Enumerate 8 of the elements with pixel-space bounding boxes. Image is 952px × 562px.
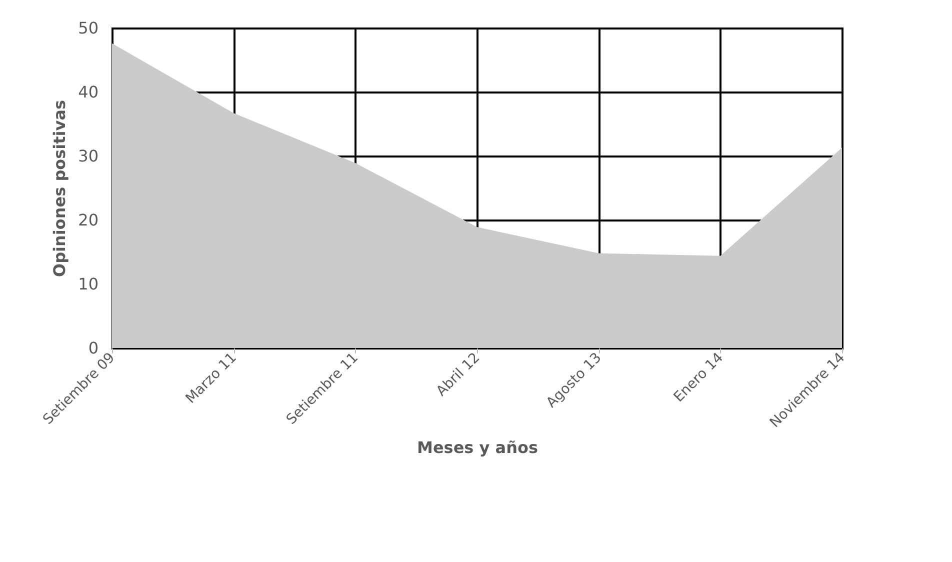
y-tick-label: 50	[78, 18, 98, 38]
y-tick-label: 10	[78, 274, 98, 294]
x-axis-title: Meses y años	[417, 438, 538, 458]
y-tick-label: 30	[78, 146, 98, 166]
y-axis-title: Opiniones positivas	[50, 100, 70, 278]
y-tick-label: 0	[88, 338, 98, 358]
y-tick-label: 20	[78, 210, 98, 230]
y-tick-label: 40	[78, 82, 98, 102]
